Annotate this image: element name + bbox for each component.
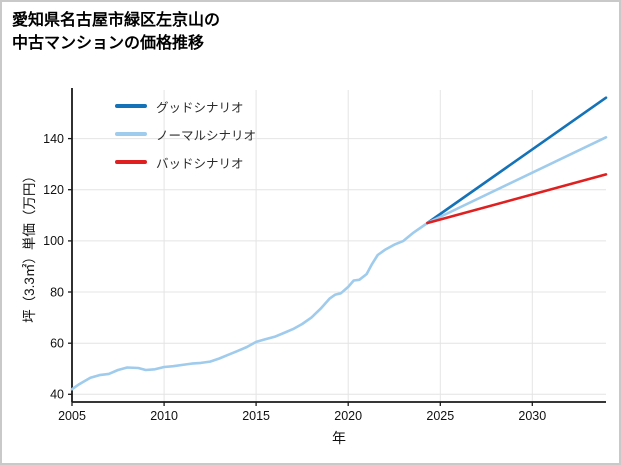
- chart-title-line1: 愛知県名古屋市緑区左京山の: [12, 12, 221, 29]
- series-line-グッドシナリオ: [426, 96, 608, 225]
- tick-label-x: 2015: [242, 409, 270, 423]
- chart-title-line2: 中古マンションの価格推移: [12, 35, 205, 53]
- tick-label-y: 100: [43, 234, 64, 248]
- tick-label-y: 120: [43, 183, 64, 197]
- legend-item-0: グッドシナリオ: [115, 92, 256, 120]
- x-axis-label: 年: [332, 430, 346, 446]
- tick-label-x: 2025: [426, 409, 454, 423]
- legend-label: グッドシナリオ: [156, 100, 244, 115]
- tick-label-x: 2005: [58, 409, 86, 423]
- tick-label-x: 2030: [518, 409, 546, 423]
- series-line-history: [70, 221, 429, 391]
- y-axis-label: 坪（3.3㎡）単価（万円）: [22, 169, 37, 323]
- legend-label: バッドシナリオ: [156, 156, 244, 171]
- series-line-ノーマルシナリオ: [426, 136, 608, 225]
- legend-item-2: バッドシナリオ: [115, 148, 256, 176]
- tick-label-x: 2010: [150, 409, 178, 423]
- chart-title: 愛知県名古屋市緑区左京山の 中古マンションの価格推移: [12, 9, 220, 55]
- legend-item-1: ノーマルシナリオ: [115, 120, 256, 148]
- tick-label-y: 60: [50, 337, 64, 351]
- tick-label-y: 40: [50, 388, 64, 402]
- legend-swatch-icon: [115, 160, 147, 164]
- legend-swatch-icon: [115, 132, 147, 136]
- legend: グッドシナリオ ノーマルシナリオ バッドシナリオ: [115, 92, 256, 176]
- tick-label-y: 140: [43, 132, 64, 146]
- legend-swatch-icon: [115, 104, 147, 108]
- series-line-バッドシナリオ: [426, 173, 608, 225]
- tick-label-x: 2020: [334, 409, 362, 423]
- legend-label: ノーマルシナリオ: [156, 128, 257, 143]
- tick-label-y: 80: [50, 285, 64, 299]
